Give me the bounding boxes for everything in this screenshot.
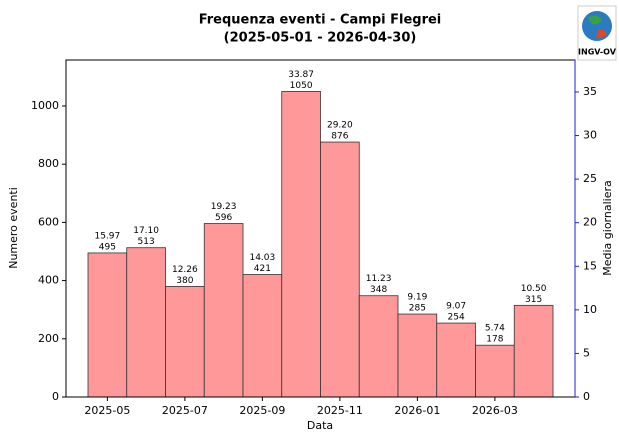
x-tick-label: 2026-01 xyxy=(394,404,440,417)
daily-mean-label: 10.50 xyxy=(521,284,547,294)
bar-value-label: 1050 xyxy=(290,81,313,91)
daily-mean-label: 14.03 xyxy=(249,253,275,263)
chart-subtitle: (2025-05-01 - 2026-04-30) xyxy=(224,31,417,46)
daily-mean-label: 19.23 xyxy=(211,202,237,212)
daily-mean-label: 12.26 xyxy=(172,265,198,275)
y-tick-label: 0 xyxy=(52,390,59,403)
daily-mean-label: 9.19 xyxy=(407,293,427,303)
x-tick-label: 2025-11 xyxy=(317,404,363,417)
bar-value-label: 495 xyxy=(99,242,116,252)
y2-tick-label: 25 xyxy=(583,172,597,185)
bar-value-label: 876 xyxy=(331,132,348,142)
logo: INGV-OV xyxy=(577,5,617,61)
y2-tick-label: 20 xyxy=(583,216,597,229)
y2-tick-label: 5 xyxy=(583,346,590,359)
y2-tick-label: 0 xyxy=(583,390,590,403)
bar-value-label: 380 xyxy=(176,276,193,286)
bar-value-label: 513 xyxy=(138,237,155,247)
y2-tick-label: 35 xyxy=(583,85,597,98)
y-axis-label: Numero eventi xyxy=(7,187,20,269)
x-tick-label: 2025-09 xyxy=(239,404,285,417)
bar xyxy=(165,286,205,398)
bar-value-label: 596 xyxy=(215,213,232,223)
daily-mean-label: 9.07 xyxy=(446,302,466,312)
daily-mean-label: 33.87 xyxy=(288,70,314,80)
bar-value-label: 315 xyxy=(525,295,542,305)
daily-mean-label: 29.20 xyxy=(327,121,353,131)
x-tick-label: 2025-07 xyxy=(162,404,208,417)
bar xyxy=(320,141,360,398)
y-tick-label: 800 xyxy=(38,157,59,170)
bar-value-label: 421 xyxy=(254,264,271,274)
bar-value-label: 348 xyxy=(370,285,387,295)
bar xyxy=(203,223,244,398)
bar xyxy=(126,247,166,398)
y2-tick-label: 10 xyxy=(583,303,597,316)
x-tick-label: 2026-03 xyxy=(472,404,518,417)
x-axis-label: Data xyxy=(307,419,333,432)
bar-value-label: 178 xyxy=(486,335,503,345)
bar xyxy=(358,295,399,398)
bar xyxy=(475,344,515,398)
bar-value-label: 254 xyxy=(448,313,465,323)
x-tick-label: 2025-05 xyxy=(84,404,130,417)
daily-mean-label: 17.10 xyxy=(133,226,159,236)
chart-title: Frequenza eventi - Campi Flegrei xyxy=(199,13,442,28)
y-tick-label: 600 xyxy=(38,215,59,228)
bar xyxy=(281,91,321,398)
bar-value-label: 285 xyxy=(409,304,426,314)
y2-axis-label: Media giornaliera xyxy=(601,180,614,276)
daily-mean-label: 11.23 xyxy=(366,274,392,284)
bar xyxy=(513,304,554,398)
y-tick-label: 1000 xyxy=(31,99,59,112)
y2-tick-label: 30 xyxy=(583,129,597,142)
y-tick-label: 400 xyxy=(38,274,59,287)
y-tick-label: 200 xyxy=(38,332,59,345)
bar xyxy=(436,322,476,398)
y2-tick-label: 15 xyxy=(583,259,597,272)
bar xyxy=(397,313,438,398)
logo-text: INGV-OV xyxy=(578,48,617,57)
bar xyxy=(242,274,283,398)
daily-mean-label: 5.74 xyxy=(485,324,505,334)
daily-mean-label: 15.97 xyxy=(94,231,120,241)
bar xyxy=(87,252,128,398)
